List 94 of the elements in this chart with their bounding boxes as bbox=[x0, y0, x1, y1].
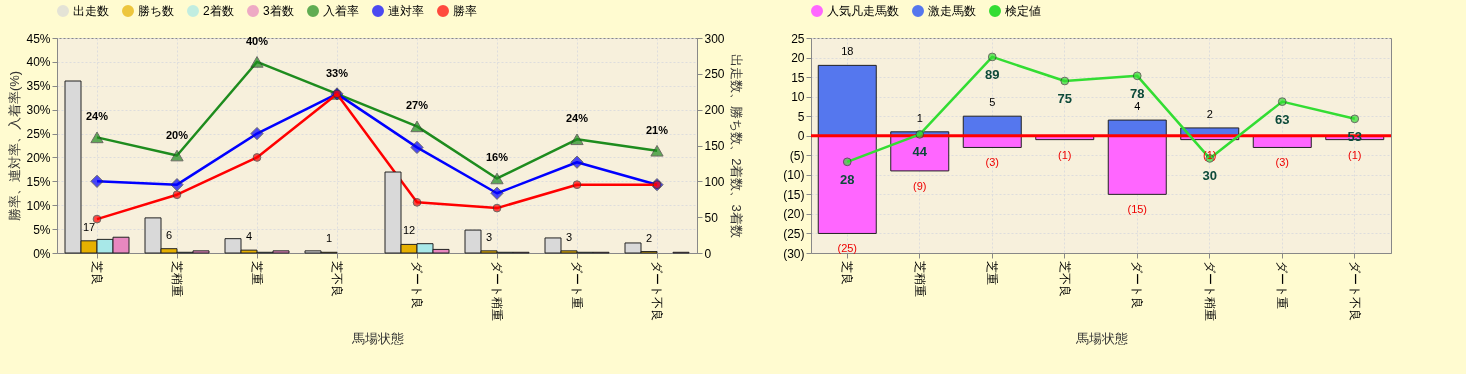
y-tick-label: 35% bbox=[26, 79, 51, 94]
y-tick-label: (15) bbox=[783, 187, 805, 202]
y-tick-label: 30% bbox=[26, 103, 51, 118]
y-tick-label: 15% bbox=[26, 174, 51, 189]
data-label: 2 bbox=[645, 231, 653, 244]
y2-axis-title: 出走数、勝ち数、2着数、3着数 bbox=[728, 54, 744, 238]
legend-label: 激走馬数 bbox=[928, 4, 976, 18]
x-tick-label: 芝稍重 bbox=[912, 260, 927, 297]
x-tick-label: ダート重 bbox=[1275, 260, 1290, 309]
legend-label: 出走数 bbox=[73, 4, 109, 18]
data-label: 44 bbox=[912, 144, 928, 160]
data-label: 1 bbox=[325, 232, 333, 245]
legend-label: 3着数 bbox=[263, 4, 294, 18]
legend-label: 連対率 bbox=[388, 4, 424, 18]
y2-tick-label: 100 bbox=[704, 174, 725, 189]
y2-tick-label: 200 bbox=[704, 103, 725, 118]
x-tick-label: ダート良 bbox=[410, 260, 424, 309]
legend-label: 検定値 bbox=[1005, 4, 1041, 18]
y2-tick-label: 250 bbox=[704, 67, 725, 82]
data-label: (3) bbox=[1275, 156, 1289, 169]
y2-tick-label: 50 bbox=[704, 210, 719, 225]
x-tick-label: 芝重 bbox=[250, 260, 264, 285]
x-tick-label: ダート良 bbox=[1130, 260, 1145, 309]
legend-label: 勝ち数 bbox=[138, 4, 174, 18]
y-tick-label: 40% bbox=[26, 55, 51, 70]
y-tick-label: 45% bbox=[26, 31, 51, 46]
data-label: 20% bbox=[165, 128, 189, 141]
y-tick-label: (30) bbox=[783, 246, 805, 261]
y2-tick-label: 300 bbox=[704, 31, 725, 46]
data-label: (9) bbox=[913, 179, 927, 192]
y-tick-label: 10 bbox=[791, 90, 805, 105]
data-label: 28 bbox=[840, 171, 855, 187]
x-axis-title: 馬場状態 bbox=[1074, 330, 1128, 346]
y-tick-label: (20) bbox=[783, 207, 805, 222]
data-label: 4 bbox=[245, 230, 253, 243]
x-tick-label: 芝稍重 bbox=[170, 260, 184, 297]
y-tick-label: (10) bbox=[783, 168, 805, 183]
y-axis-title: 勝率、連対率、入着率(%) bbox=[7, 70, 23, 222]
x-tick-label: ダート重 bbox=[570, 260, 584, 309]
y-tick-label: 0% bbox=[33, 246, 51, 261]
data-label: (3) bbox=[985, 156, 999, 169]
y-tick-label: 25 bbox=[791, 31, 805, 46]
legend-label: 2着数 bbox=[203, 4, 234, 18]
x-tick-label: 芝不良 bbox=[1057, 260, 1072, 297]
data-label: (25) bbox=[837, 242, 858, 255]
x-tick-label: 芝良 bbox=[90, 260, 104, 285]
y-tick-label: (5) bbox=[789, 148, 805, 163]
y-tick-label: 10% bbox=[26, 198, 51, 213]
data-label: 63 bbox=[1275, 111, 1290, 127]
y-tick-label: 20 bbox=[791, 51, 805, 66]
data-label: 2 bbox=[1206, 107, 1213, 120]
x-tick-label: ダート不良 bbox=[1347, 260, 1362, 321]
data-label: 40% bbox=[245, 34, 269, 47]
x-axis-title: 馬場状態 bbox=[350, 330, 404, 346]
data-label: 24% bbox=[565, 112, 589, 125]
data-label: 21% bbox=[645, 123, 669, 136]
x-tick-label: 芝不良 bbox=[330, 260, 344, 297]
x-tick-label: 芝重 bbox=[985, 260, 1000, 285]
data-label: (1) bbox=[1058, 148, 1072, 161]
y2-tick-label: 150 bbox=[704, 139, 725, 153]
data-label: 30 bbox=[1202, 168, 1217, 184]
data-label: 4 bbox=[1134, 100, 1141, 113]
data-label: 5 bbox=[989, 96, 996, 109]
data-label: 3 bbox=[485, 230, 493, 243]
y2-tick-label: 0 bbox=[704, 246, 712, 261]
data-label: (1) bbox=[1348, 148, 1362, 161]
y-tick-label: (25) bbox=[783, 226, 805, 241]
data-label: 33% bbox=[325, 66, 349, 79]
data-label: 27% bbox=[405, 99, 429, 112]
data-label: 1 bbox=[916, 111, 923, 124]
data-label: 78 bbox=[1130, 85, 1145, 101]
data-label: 89 bbox=[985, 66, 1000, 82]
data-label: 6 bbox=[165, 228, 173, 241]
x-tick-label: ダート稍重 bbox=[490, 260, 504, 321]
data-label: 17 bbox=[82, 220, 96, 233]
y-tick-label: 20% bbox=[26, 150, 51, 165]
x-tick-label: ダート稍重 bbox=[1202, 260, 1217, 321]
x-tick-label: ダート不良 bbox=[650, 260, 664, 321]
x-tick-label: 芝良 bbox=[840, 260, 855, 285]
data-label: 18 bbox=[841, 45, 854, 58]
y-tick-label: 15 bbox=[791, 70, 805, 85]
y-tick-label: 0 bbox=[797, 129, 805, 144]
data-label: 16% bbox=[485, 151, 509, 164]
y-tick-label: 5% bbox=[33, 222, 51, 237]
legend-label: 人気凡走馬数 bbox=[827, 4, 899, 18]
data-label: (15) bbox=[1127, 203, 1148, 216]
data-label: 75 bbox=[1057, 91, 1072, 106]
y-tick-label: 25% bbox=[26, 127, 51, 142]
data-label: 12 bbox=[402, 224, 416, 237]
data-label: 24% bbox=[85, 110, 109, 123]
legend-label: 入着率 bbox=[323, 4, 359, 18]
legend-label: 勝率 bbox=[453, 4, 477, 18]
data-label: 3 bbox=[565, 230, 573, 243]
y-tick-label: 5 bbox=[797, 109, 805, 124]
